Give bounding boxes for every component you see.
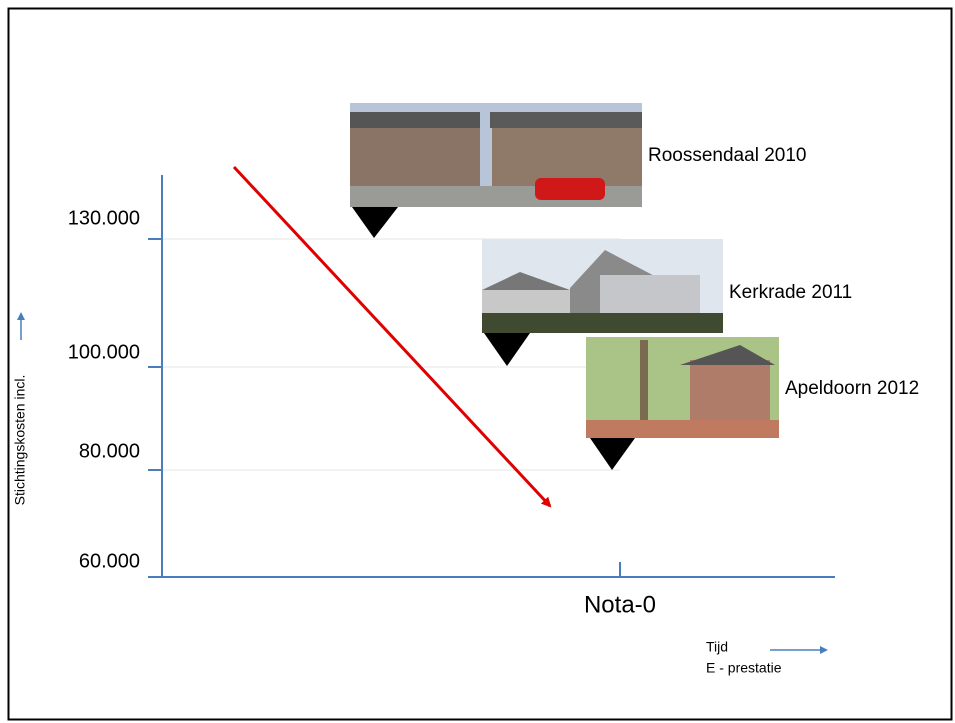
photo [482,239,723,366]
trend-arrow [232,165,552,508]
legend-performance: E - prestatie [706,660,782,676]
photo [586,337,779,470]
legend-time: Tijd [706,639,728,655]
photo [350,103,642,238]
photo-caption: Apeldoorn 2012 [785,378,919,399]
y-axis-label: Stichtingskosten incl. [12,375,28,506]
y-tick-label: 100.000 [68,341,140,363]
photo-caption: Kerkrade 2011 [729,282,852,303]
y-tick-label: 80.000 [79,440,140,462]
y-tick-label: 60.000 [79,550,140,572]
y-tick-label: 130.000 [68,207,140,229]
x-marker-label: Nota-0 [584,591,656,618]
photo-caption: Roossendaal 2010 [648,145,806,166]
frame [7,7,953,721]
